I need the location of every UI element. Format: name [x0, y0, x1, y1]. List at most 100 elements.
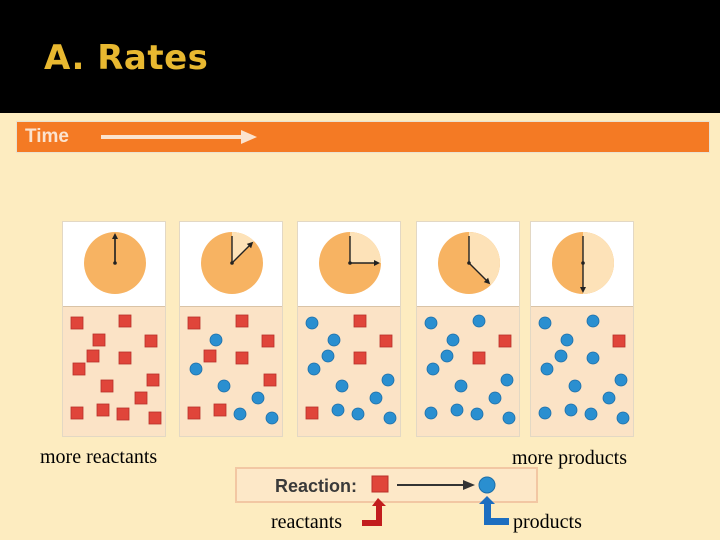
product-particle	[540, 362, 554, 376]
reaction-panel-4	[416, 221, 520, 437]
product-particle	[538, 316, 552, 330]
caption-reactants: reactants	[271, 511, 343, 533]
product-particle	[586, 351, 600, 365]
product-particle	[383, 411, 397, 425]
time-bar: Time	[16, 121, 710, 153]
product-particle	[321, 349, 335, 363]
reaction-arrowhead	[463, 480, 475, 490]
reactant-particle	[235, 351, 249, 365]
reaction-panel-3	[297, 221, 401, 437]
time-label: Time	[25, 126, 70, 147]
product-pointer-arrow-icon	[479, 496, 509, 525]
product-particle	[327, 333, 341, 347]
reactant-particle	[86, 349, 100, 363]
product-particle	[369, 391, 383, 405]
clock-center	[348, 261, 352, 265]
reaction-panel-5	[530, 221, 634, 437]
product-particle	[426, 362, 440, 376]
product-particle	[454, 379, 468, 393]
reactant-particle	[612, 334, 626, 348]
reactant-particle	[187, 406, 201, 420]
clock-hand-tip	[483, 277, 491, 285]
product-particle	[538, 406, 552, 420]
product-particle	[614, 373, 628, 387]
reactant-particle	[118, 351, 132, 365]
title-bar: A. Rates	[0, 0, 720, 113]
product-particle	[586, 314, 600, 328]
reactant-square-icon	[371, 475, 389, 493]
clock-hand-tip	[112, 233, 118, 239]
clock-center	[230, 261, 234, 265]
product-particle	[616, 411, 630, 425]
product-particle	[502, 411, 516, 425]
reactant-pointer-arrow-icon	[362, 498, 386, 526]
clock-hand-tip	[374, 260, 380, 266]
reactant-particle	[353, 314, 367, 328]
product-particle	[251, 391, 265, 405]
reactant-particle	[263, 373, 277, 387]
product-particle	[564, 403, 578, 417]
reactant-particle	[148, 411, 162, 425]
product-circle-icon	[478, 476, 496, 494]
reactant-particle	[100, 379, 114, 393]
product-particle	[472, 314, 486, 328]
product-particle	[500, 373, 514, 387]
reaction-panel-1	[62, 221, 166, 437]
product-particle	[307, 362, 321, 376]
product-particle	[568, 379, 582, 393]
product-particle	[209, 333, 223, 347]
product-particle	[335, 379, 349, 393]
reactant-particle	[70, 316, 84, 330]
clock-elapsed-wedge	[583, 232, 614, 294]
reactant-particle	[498, 334, 512, 348]
reactant-particle	[261, 334, 275, 348]
caption-more-products: more products	[512, 447, 627, 469]
reactant-particle	[379, 334, 393, 348]
product-particle	[233, 407, 247, 421]
reactant-particle	[235, 314, 249, 328]
reaction-label: Reaction:	[275, 476, 358, 496]
product-particle	[554, 349, 568, 363]
reactant-particle	[353, 351, 367, 365]
product-particle	[351, 407, 365, 421]
product-particle	[440, 349, 454, 363]
time-arrow-icon	[101, 130, 257, 144]
clock-hand	[468, 262, 490, 284]
product-particle	[488, 391, 502, 405]
product-particle	[424, 406, 438, 420]
caption-products: products	[513, 511, 582, 533]
reaction-legend: Reaction:	[235, 467, 538, 503]
panel-graphic	[70, 232, 162, 425]
clock-elapsed-wedge	[469, 232, 500, 285]
reactant-particle	[203, 349, 217, 363]
reactant-particle	[72, 362, 86, 376]
clock-center	[467, 261, 471, 265]
clock-elapsed-wedge	[232, 232, 254, 263]
product-particle	[450, 403, 464, 417]
reactant-particle	[146, 373, 160, 387]
reactant-particle	[305, 406, 319, 420]
panel-graphic	[187, 232, 279, 425]
caption-more-reactants: more reactants	[40, 446, 158, 468]
product-particle	[381, 373, 395, 387]
product-particle	[470, 407, 484, 421]
panel-graphic	[305, 232, 397, 425]
reactant-particle	[187, 316, 201, 330]
reactant-particle	[96, 403, 110, 417]
product-particle	[305, 316, 319, 330]
product-particle	[560, 333, 574, 347]
clock-hand	[231, 242, 253, 264]
clock-elapsed-wedge	[350, 232, 381, 263]
panel-graphic	[538, 232, 630, 425]
clock-center	[581, 261, 585, 265]
reactant-particle	[144, 334, 158, 348]
product-particle	[217, 379, 231, 393]
clock-center	[113, 261, 117, 265]
reactant-particle	[118, 314, 132, 328]
product-particle	[584, 407, 598, 421]
panel-graphic	[424, 232, 516, 425]
reactant-particle	[134, 391, 148, 405]
product-particle	[602, 391, 616, 405]
product-particle	[446, 333, 460, 347]
reactant-particle	[92, 333, 106, 347]
